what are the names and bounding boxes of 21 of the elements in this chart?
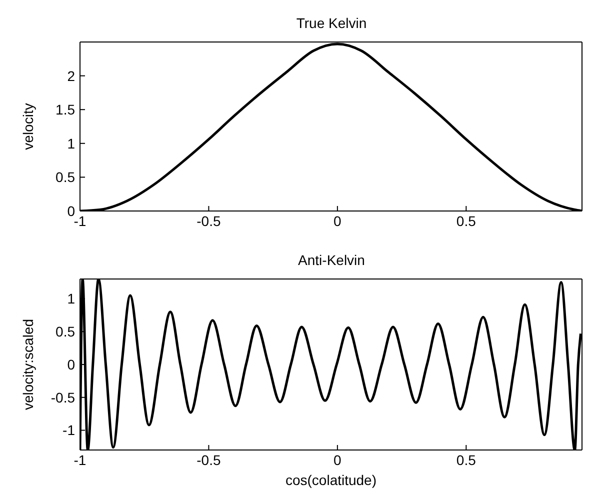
y-tick-label: 0.5 xyxy=(56,169,76,186)
y-axis-title: velocity:scaled xyxy=(20,318,36,410)
y-tick-label: 0.5 xyxy=(56,324,76,340)
chart-title: Anti-Kelvin xyxy=(297,252,366,268)
y-tick-label: 0 xyxy=(67,202,76,219)
y-tick-label: -0.5 xyxy=(50,389,76,406)
x-tick-label: -0.5 xyxy=(196,452,221,468)
y-tick-label: 0 xyxy=(67,356,76,372)
y-tick-label: 2 xyxy=(67,68,76,84)
chart-title: True Kelvin xyxy=(295,15,368,31)
x-tick-label: 0.5 xyxy=(456,212,476,229)
y-tick-label: -1 xyxy=(62,422,76,438)
x-axis-title: cos(colatitude) xyxy=(285,472,377,488)
y-tick-label: 1.5 xyxy=(56,102,76,118)
x-tick-label: 0 xyxy=(334,452,342,468)
y-tick-label: 1 xyxy=(67,290,76,307)
y-axis-title: velocity xyxy=(20,103,36,150)
x-tick-label: 0.5 xyxy=(456,452,476,468)
x-tick-label: 0 xyxy=(334,212,342,229)
y-tick-label: 1 xyxy=(67,135,76,152)
x-tick-label: -0.5 xyxy=(196,212,221,229)
